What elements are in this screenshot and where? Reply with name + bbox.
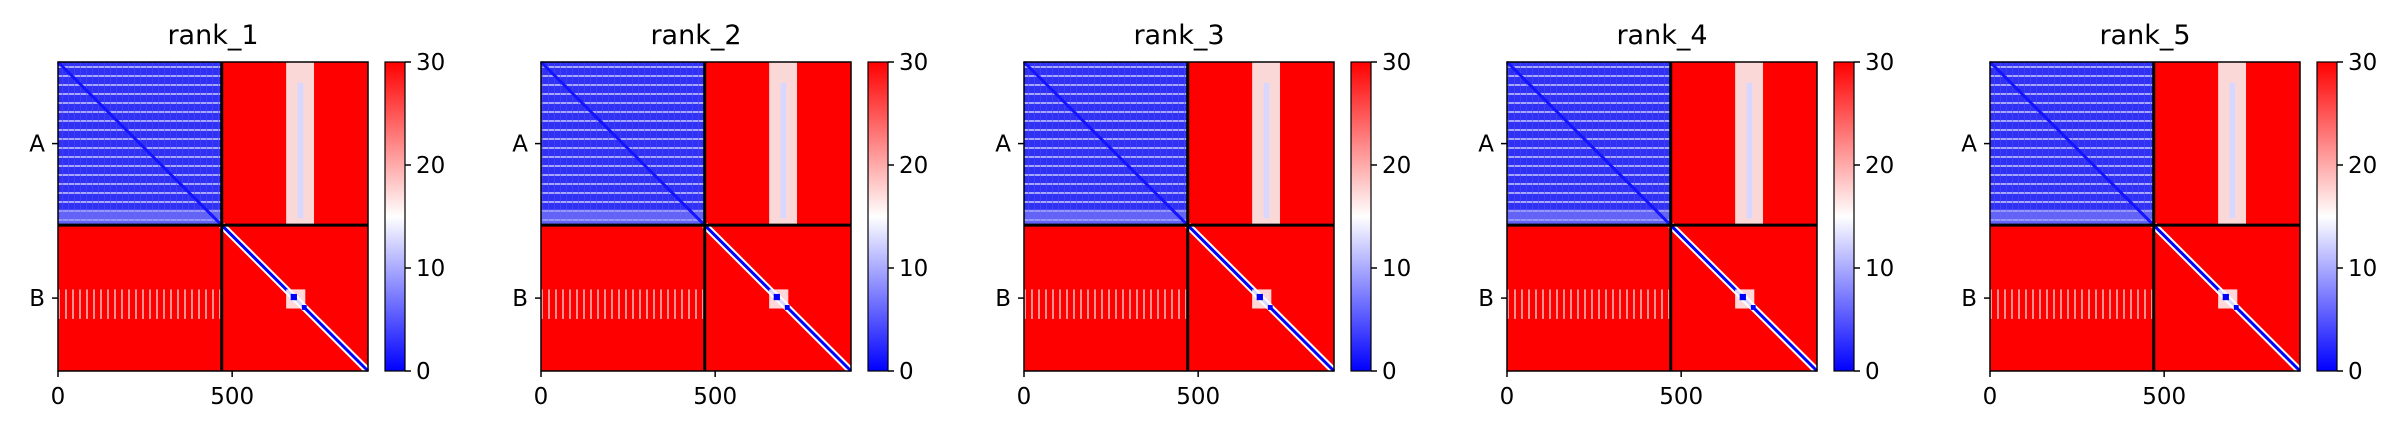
y-tick-label: A [1961,132,1977,158]
panel-title: rank_3 [1133,20,1224,51]
block-B-A-band [58,289,222,319]
domain-core-2 [1750,305,1756,310]
domain-core-1 [1739,293,1746,301]
colorbar-tick-label: 20 [899,153,928,179]
heatmap-frame [1506,61,1818,372]
colorbar-tick-label: 10 [1865,256,1894,282]
block-A-B-band-core [297,82,304,219]
diagonal-A [56,60,223,227]
y-tick-label: B [512,286,528,312]
x-tick-label: 500 [1659,384,1703,410]
block-A-B-band-core [2229,82,2236,219]
block-A-A-edge [58,209,222,226]
x-tick-label: 500 [1176,384,1220,410]
heatmap-panel-2: rank_2 A B 0 500 0 10 20 30 [512,20,928,410]
heatmap-frame [1989,61,2301,372]
block-A-B-band-core [1263,82,1270,219]
domain-core-2 [2233,305,2239,310]
colorbar [1350,61,1372,372]
block-B-A-band [1990,289,2154,319]
heatmap-panel-3: rank_3 A B 0 500 0 10 20 30 [995,20,1411,410]
colorbar-tick-label: 10 [1382,256,1411,282]
colorbar-tick-label: 0 [2348,359,2363,385]
colorbar-tick-label: 10 [899,256,928,282]
block-A-A-edge [1024,209,1188,226]
heatmap-panel-5: rank_5 A B 0 500 0 10 20 30 [1961,20,2377,410]
block-A-A-edge [1990,209,2154,226]
colorbar-tick-label: 30 [1865,50,1894,76]
domain-core-2 [1267,305,1273,310]
domain-core-1 [773,293,780,301]
block-B-A-band [541,289,705,319]
colorbar-tick-label: 30 [2348,50,2377,76]
colorbar-tick-label: 20 [1865,153,1894,179]
x-tick-label: 0 [1017,384,1032,410]
colorbar-tick-label: 0 [1865,359,1880,385]
colorbar-tick-label: 0 [1382,359,1397,385]
domain-core-1 [290,293,297,301]
y-tick-label: B [995,286,1011,312]
heatmap-frame [57,61,369,372]
colorbar-tick-label: 30 [1382,50,1411,76]
diagonal-A [1022,60,1189,227]
diagonal-A [1505,60,1672,227]
diagonal-A [539,60,706,227]
block-B-A-band [1507,289,1671,319]
block-A-A-edge [541,209,705,226]
colorbar-tick-label: 0 [899,359,914,385]
diagonal-A [1988,60,2155,227]
y-tick-label: A [512,132,528,158]
heatmap-frame [1023,61,1335,372]
panel-title: rank_1 [167,20,258,51]
colorbar [2316,61,2338,372]
x-tick-label: 500 [2142,384,2186,410]
y-tick-label: B [29,286,45,312]
block-A-A-edge [1507,209,1671,226]
colorbar-tick-label: 30 [899,50,928,76]
y-tick-label: B [1478,286,1494,312]
block-B-A-band [1024,289,1188,319]
domain-core-1 [2222,293,2229,301]
x-tick-label: 500 [693,384,737,410]
x-tick-label: 0 [534,384,549,410]
colorbar-tick-label: 0 [416,359,431,385]
y-tick-label: A [995,132,1011,158]
colorbar-tick-label: 10 [416,256,445,282]
panel-title: rank_4 [1616,20,1707,51]
colorbar-tick-label: 20 [2348,153,2377,179]
y-tick-label: B [1961,286,1977,312]
panel-title: rank_2 [650,20,741,51]
heatmap-frame [540,61,852,372]
domain-core-2 [301,305,307,310]
block-A-B-band-core [1746,82,1753,219]
y-tick-label: A [1478,132,1494,158]
x-tick-label: 0 [1500,384,1515,410]
heatmap-panel-4: rank_4 A B 0 500 0 10 20 30 [1478,20,1894,410]
x-tick-label: 500 [210,384,254,410]
colorbar [867,61,889,372]
x-tick-label: 0 [51,384,66,410]
panel-title: rank_5 [2099,20,2190,51]
colorbar-tick-label: 10 [2348,256,2377,282]
y-tick-label: A [29,132,45,158]
colorbar [1833,61,1855,372]
colorbar-tick-label: 20 [416,153,445,179]
colorbar-tick-label: 20 [1382,153,1411,179]
block-A-B-band-core [780,82,787,219]
domain-core-2 [784,305,790,310]
x-tick-label: 0 [1983,384,1998,410]
domain-core-1 [1256,293,1263,301]
heatmap-panel-1: rank_1 A B 0 500 0 10 20 30 [29,20,445,410]
colorbar-tick-label: 30 [416,50,445,76]
colorbar [384,61,406,372]
